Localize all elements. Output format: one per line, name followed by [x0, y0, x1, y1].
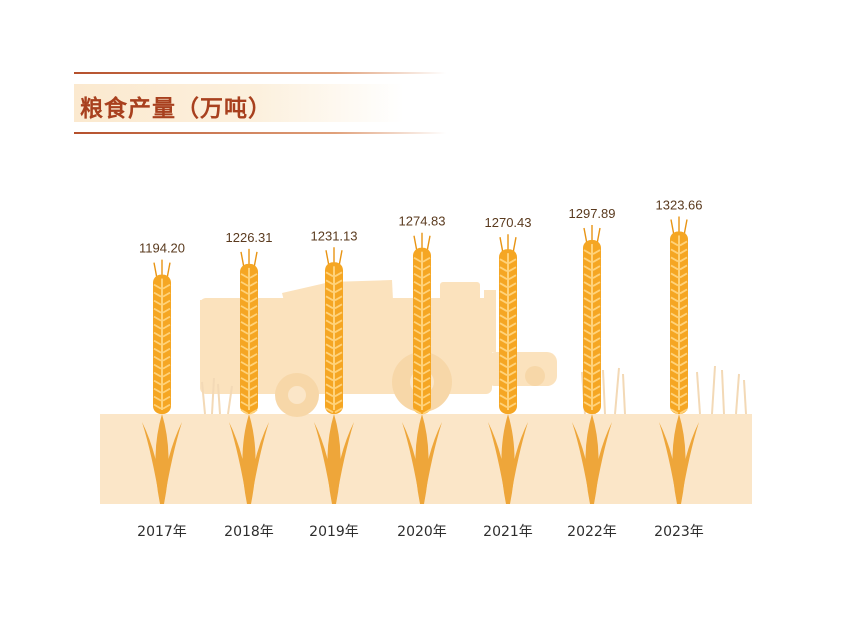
wheat-ear-center: [248, 267, 250, 410]
wheat-awns: [499, 234, 517, 254]
wheat-leaf-left: [142, 422, 163, 502]
wheat-kernels: [499, 258, 517, 408]
data-label: 1274.83: [399, 214, 446, 229]
x-tick-label: 2018年: [224, 524, 274, 540]
wheat-awns: [325, 247, 343, 267]
wheat-bar: 1194.20 2017年: [137, 241, 187, 540]
data-label: 1194.20: [139, 241, 185, 256]
wheat-ear-center: [507, 253, 509, 410]
wheat-leaf-left: [659, 422, 680, 502]
wheat-leaf-right: [678, 422, 699, 502]
x-tick-label: 2022年: [567, 524, 617, 540]
title-bottom-rule: [74, 132, 446, 134]
x-tick-label: 2017年: [137, 524, 187, 540]
data-label: 1226.31: [226, 230, 273, 245]
x-tick-label: 2021年: [483, 524, 533, 540]
wheat-leaf-right: [507, 422, 528, 502]
wheat-leaf-right: [333, 422, 354, 502]
data-label: 1323.66: [656, 197, 703, 212]
wheat-leaf-left: [572, 422, 593, 502]
wheat-leaf-right: [421, 422, 442, 502]
chart-title-block: 粮食产量（万吨）: [74, 72, 446, 134]
wheat-awns: [583, 225, 601, 245]
chart-title: 粮食产量（万吨）: [80, 96, 272, 122]
wheat-kernels: [583, 249, 601, 407]
x-tick-label: 2023年: [654, 524, 704, 540]
data-label: 1231.13: [311, 228, 358, 243]
chart-marks: 1194.20 2017年 1226.31 2018年 1231.13 2019年 1274…: [137, 197, 704, 540]
wheat-leaf-left: [229, 422, 250, 502]
wheat-bar: 1270.43 2021年: [483, 215, 533, 540]
data-label: 1297.89: [569, 206, 616, 221]
wheat-kernels: [670, 240, 688, 415]
wheat-leaf-right: [591, 422, 612, 502]
harvester-details: [275, 352, 545, 417]
wheat-ear-center: [591, 244, 593, 410]
wheat-leaf-right: [161, 422, 182, 502]
wheat-leaf-left: [488, 422, 509, 502]
wheat-bar: 1231.13 2019年: [309, 228, 359, 540]
wheat-bar: 1297.89 2022年: [567, 206, 617, 540]
wheat-kernels: [413, 256, 431, 415]
wheat-leaf-left: [402, 422, 423, 502]
wheat-bar: 1274.83 2020年: [397, 214, 447, 540]
wheat-kernels: [325, 271, 343, 414]
data-label: 1270.43: [485, 215, 532, 230]
wheat-ear-center: [421, 251, 423, 410]
wheat-ear-center: [161, 278, 163, 410]
wheat-awns: [153, 259, 171, 279]
wheat-bar: 1323.66 2023年: [654, 197, 704, 540]
wheat-awns: [240, 248, 258, 269]
title-band: [74, 84, 404, 122]
x-tick-label: 2019年: [309, 524, 359, 540]
wheat-awns: [413, 232, 431, 252]
wheat-leaf-left: [314, 422, 335, 502]
x-tick-label: 2020年: [397, 524, 447, 540]
wheat-ear-center: [333, 266, 335, 410]
title-top-rule: [74, 72, 446, 74]
wheat-kernels: [153, 283, 171, 410]
wheat-leaf-right: [248, 422, 269, 502]
wheat-awns: [670, 216, 688, 236]
wheat-bar: 1226.31 2018年: [224, 230, 274, 540]
wheat-kernels: [240, 273, 258, 415]
wheat-ear-center: [678, 235, 680, 410]
